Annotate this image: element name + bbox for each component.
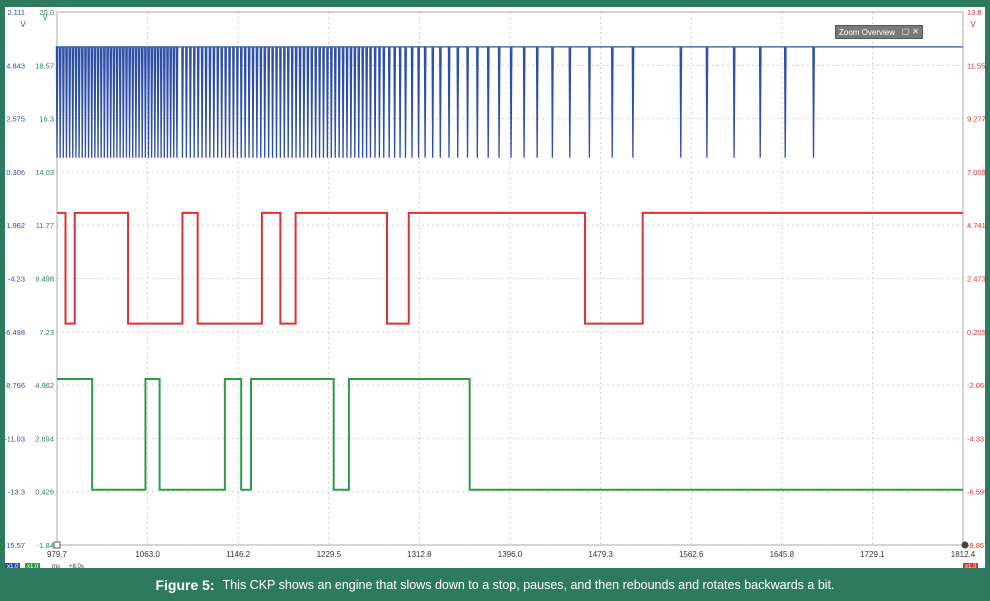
left-outer-tick-label: 0.306 <box>6 168 25 177</box>
left-inner-tick-label: 16.3 <box>39 115 54 124</box>
right-tick-label: 2.473 <box>967 275 985 284</box>
series-channel-b-line <box>57 211 963 325</box>
left-outer-tick-label: -11.03 <box>5 434 25 443</box>
left-inner-tick-label: 7.23 <box>39 328 54 337</box>
left-outer-tick-label: -8.766 <box>5 381 25 390</box>
left-outer-tick-label: -13.3 <box>8 488 25 497</box>
left-inner-unit-label: V <box>42 13 48 22</box>
waveform-chart: 979.7 1063.0 1146.2 1229.5 1312.8 1396.0 1479.… <box>5 8 985 559</box>
left-outer-tick-label: -15.57 <box>5 541 25 550</box>
left-inner-tick-label: 9.498 <box>35 275 54 284</box>
x-tick-label: 1396.0 <box>498 550 523 559</box>
right-tick-label: 13.8 <box>967 8 982 17</box>
x-tick-label: 1812.4 <box>951 550 976 559</box>
right-tick-label: -8.867 <box>967 541 985 550</box>
right-tick-label: 0.205 <box>967 328 985 337</box>
series-channel-a-line <box>55 46 963 158</box>
pin-icon[interactable]: ▢ <box>901 27 910 36</box>
left-inner-tick-label: 2.694 <box>35 434 54 443</box>
right-tick-label: 9.277 <box>967 115 985 124</box>
figure-label: Figure 5: <box>155 576 215 593</box>
time-unit-chip: ms <box>52 564 60 570</box>
left-inner-tick-label: 0.426 <box>35 488 54 497</box>
left-inner-tick-label: 14.03 <box>35 168 54 177</box>
left-outer-tick-label: 4.843 <box>6 61 25 70</box>
zoom-overview-label: Zoom Overview <box>839 27 896 37</box>
left-inner-tick-label: 18.57 <box>35 61 54 70</box>
right-tick-label: -6.599 <box>967 488 985 497</box>
x-tick-label: 1645.8 <box>770 550 795 559</box>
left-unit-label: V <box>20 20 26 29</box>
right-tick-label: 7.009 <box>967 168 985 177</box>
left-inner-tick-label: -1.84 <box>37 541 54 550</box>
x-tick-label: 979.7 <box>47 550 68 559</box>
channel-b-scale-chip[interactable]: x1.0 <box>963 563 979 572</box>
left-inner-tick-label: 4.962 <box>35 381 54 390</box>
left-outer-tick-label: 2.111 <box>7 8 25 17</box>
time-ruler-handle-right <box>961 541 969 549</box>
close-icon[interactable]: ✕ <box>912 27 919 36</box>
left-inner-tick-label: 11.77 <box>36 221 54 230</box>
time-offset-chip: +8.0s <box>69 564 84 570</box>
right-tick-label: -4.331 <box>967 434 985 443</box>
channel-a-scale-chip[interactable]: x1.0 <box>5 563 21 572</box>
channel-c-scale-chip[interactable]: x1.0 <box>25 563 41 572</box>
x-tick-label: 1479.3 <box>588 550 613 559</box>
left-outer-tick-label: -4.23 <box>8 275 25 284</box>
zoom-overview-panel[interactable]: Zoom Overview ▢ ✕ <box>835 25 923 39</box>
left-outer-tick-label: -6.498 <box>5 328 25 337</box>
plot-border <box>56 11 964 546</box>
figure-caption: Figure 5: This CKP shows an engine that … <box>0 568 990 601</box>
x-tick-label: 1312.8 <box>407 550 432 559</box>
figure-caption-text: This CKP shows an engine that slows down… <box>222 577 835 592</box>
left-outer-tick-label: 2.575 <box>6 115 25 124</box>
oscilloscope-panel: 979.7 1063.0 1146.2 1229.5 1312.8 1396.0 1479.… <box>5 4 985 572</box>
right-tick-label: 4.741 <box>967 221 985 230</box>
x-tick-label: 1562.6 <box>679 550 704 559</box>
x-tick-label: 1729.1 <box>860 550 885 559</box>
x-tick-label: 1063.0 <box>135 550 160 559</box>
series-channel-c-line <box>57 377 963 491</box>
time-ruler-handle-left <box>53 541 61 549</box>
right-tick-label: -2.063 <box>967 381 985 390</box>
right-tick-label: 11.55 <box>967 61 985 70</box>
x-tick-label: 1146.2 <box>226 550 250 559</box>
right-unit-label: V <box>970 20 976 29</box>
left-inner-tick-label: 20.0 <box>39 8 54 17</box>
x-tick-label: 1229.5 <box>317 550 342 559</box>
left-outer-tick-label: -1.962 <box>5 221 25 230</box>
